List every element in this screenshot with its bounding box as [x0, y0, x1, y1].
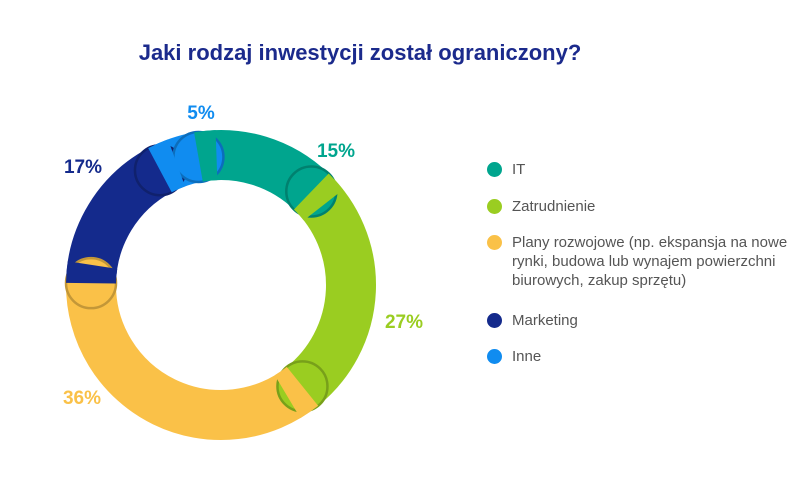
- data-label-3: 36%: [63, 388, 101, 409]
- legend-swatch: [487, 349, 502, 364]
- legend-label: Plany rozwojowe (np. ekspansja na nowe r…: [512, 234, 788, 289]
- donut-slice-3: [66, 282, 319, 440]
- legend-item-5: Inne: [487, 347, 802, 366]
- donut-slice-start-1: [194, 130, 218, 182]
- legend-label: Inne: [512, 348, 542, 365]
- legend-swatch: [487, 162, 502, 177]
- legend-label: Marketing: [512, 312, 578, 329]
- data-label-2: 27%: [385, 312, 423, 333]
- donut-slice-start-3: [274, 366, 319, 419]
- donut-slice-start-5: [148, 139, 186, 193]
- chart-title: Jaki rodzaj inwestycji został ograniczon…: [138, 40, 582, 65]
- legend-label: IT: [512, 161, 526, 178]
- legend-label: Zatrudnienie: [512, 198, 596, 215]
- donut-slice-2: [286, 173, 376, 406]
- legend-swatch: [487, 199, 502, 214]
- legend-swatch: [487, 235, 502, 250]
- legend-item-3: Plany rozwojowe (np. ekspansja na nowe r…: [487, 233, 812, 290]
- legend-item-4: Marketing: [487, 311, 802, 330]
- data-label-5: 5%: [187, 103, 215, 124]
- legend-item-1: IT: [487, 160, 802, 179]
- donut-slice-start-2: [293, 173, 344, 221]
- data-label-4: 17%: [64, 157, 102, 178]
- legend-swatch: [487, 313, 502, 328]
- legend-item-2: Zatrudnienie: [487, 197, 802, 216]
- data-label-1: 15%: [317, 141, 355, 162]
- donut-slice-start-4: [66, 261, 118, 284]
